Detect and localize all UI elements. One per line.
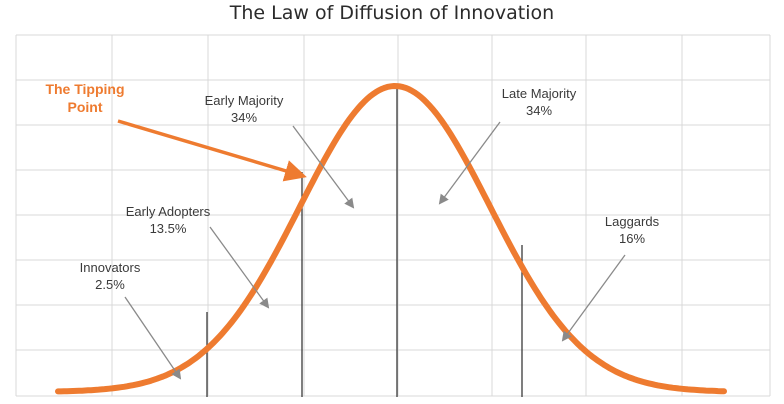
tipping-point-label-line2: Point	[68, 99, 103, 115]
early-majority-percent: 34%	[231, 110, 257, 125]
late-majority-arrow	[438, 121, 501, 205]
diagram-title: The Law of Diffusion of Innovation	[229, 2, 555, 24]
innovators-percent: 2.5%	[95, 277, 125, 292]
bell-curve	[55, 83, 727, 395]
laggards-percent: 16%	[619, 231, 645, 246]
late-majority-name: Late Majority	[502, 86, 577, 101]
early-majority-arrow	[292, 125, 355, 209]
early-majority-name: Early Majority	[205, 93, 284, 108]
early-adopters-percent: 13.5%	[150, 221, 187, 236]
laggards-arrow	[561, 254, 626, 342]
tipping-point-label-line1: The Tipping	[45, 81, 124, 97]
innovators-name: Innovators	[80, 260, 141, 275]
tipping-point-arrow	[117, 119, 307, 182]
early-adopters-name: Early Adopters	[126, 204, 211, 219]
segment-arrows	[124, 121, 626, 380]
innovators-arrow	[124, 296, 182, 380]
grid	[15, 34, 771, 397]
laggards-name: Laggards	[605, 214, 660, 229]
early-adopters-arrow	[209, 226, 270, 309]
late-majority-percent: 34%	[526, 103, 552, 118]
